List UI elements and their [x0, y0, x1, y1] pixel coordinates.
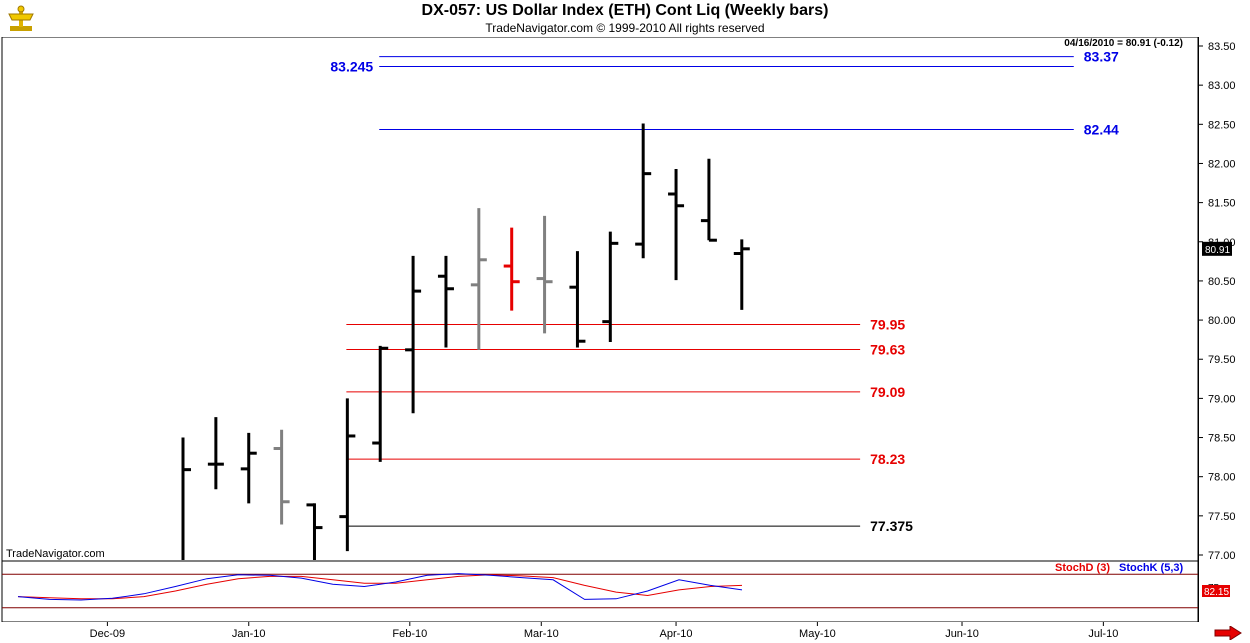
y-tick-label: 79.50 — [1208, 354, 1236, 366]
stochd-line — [17, 574, 743, 600]
chart-title: DX-057: US Dollar Index (ETH) Cont Liq (… — [421, 2, 829, 19]
y-tick-label: 78.50 — [1208, 433, 1236, 445]
level-label: 83.37 — [1084, 49, 1119, 65]
date-axis: Dec-09 Jan-10 Feb-10 Mar-10 Apr-10 May-10 Jun-… — [90, 622, 1118, 640]
y-tick-label: 80.50 — [1208, 276, 1236, 288]
ohlc-bar — [635, 123, 652, 259]
scroll-right-arrow-icon[interactable] — [1214, 626, 1242, 640]
last-value-label: 80.91 — [1205, 245, 1230, 256]
stochk-legend: StochK (5,3) — [1119, 562, 1184, 574]
plot-area — [1, 37, 1199, 561]
level-label: 78.23 — [870, 451, 905, 467]
price-chart-pane[interactable]: 83.5083.0082.5082.0081.5081.0080.5080.00… — [0, 37, 1250, 561]
ohlc-bar — [569, 251, 586, 348]
x-tick-label: Jul-10 — [1088, 628, 1118, 640]
y-tick-label: 77.50 — [1208, 511, 1236, 523]
ohlc-bar — [273, 429, 290, 525]
y-tick-label: 80.00 — [1208, 315, 1236, 327]
x-tick-label: May-10 — [799, 628, 836, 640]
level-label: 79.09 — [870, 384, 905, 400]
ohlc-bar — [306, 503, 323, 560]
stoch-value-label: 82.15 — [1204, 587, 1229, 598]
x-tick-label: Apr-10 — [660, 628, 693, 640]
x-tick-label: Dec-09 — [90, 628, 125, 640]
trade-navigator-logo-icon[interactable] — [6, 4, 36, 34]
level-label: 77.375 — [870, 518, 913, 534]
watermark-text: TradeNavigator.com — [6, 548, 105, 560]
ohlc-bar — [700, 158, 717, 242]
ohlc-bar — [437, 255, 454, 348]
level-label: 79.63 — [870, 342, 905, 358]
ohlc-bar — [405, 255, 422, 414]
stochd-legend: StochD (3) — [1055, 562, 1110, 574]
ohlc-bar — [470, 208, 487, 350]
ohlc-bar — [181, 437, 191, 560]
y-tick-label: 77.00 — [1208, 550, 1236, 561]
ohlc-bar — [536, 215, 553, 334]
x-tick-label: Jun-10 — [945, 628, 979, 640]
ohlc-bar — [372, 345, 389, 462]
y-tick-label: 83.50 — [1208, 41, 1236, 53]
x-tick-label: Mar-10 — [524, 628, 559, 640]
ohlc-bar — [733, 239, 750, 310]
x-tick-label: Jan-10 — [232, 628, 266, 640]
last-price-readout: 04/16/2010 = 80.91 (-0.12) — [1064, 38, 1183, 49]
chart-header: DX-057: US Dollar Index (ETH) Cont Liq (… — [0, 0, 1250, 37]
level-label: 82.44 — [1084, 122, 1119, 138]
ohlc-bar — [207, 417, 224, 490]
stoch-value-box — [1202, 585, 1230, 597]
y-tick-label: 82.50 — [1208, 119, 1236, 131]
level-label: 83.245 — [330, 58, 373, 74]
ohlc-bar — [240, 432, 257, 504]
ohlc-bar — [503, 227, 520, 311]
y-tick-label: 83.00 — [1208, 80, 1236, 92]
stoch-plot-area — [1, 561, 1199, 622]
ohlc-bar — [339, 398, 356, 552]
stochk-line — [17, 573, 743, 601]
level-label: 79.95 — [870, 316, 905, 332]
y-tick-label: 82.00 — [1208, 158, 1236, 170]
ohlc-bar — [602, 231, 619, 343]
ohlc-bar — [668, 168, 685, 281]
last-value-box — [1202, 241, 1232, 256]
chart-subtitle: TradeNavigator.com © 1999-2010 All right… — [485, 21, 765, 35]
y-tick-label: 81.50 — [1208, 198, 1236, 210]
stochastic-pane[interactable]: StochD (3)StochK (5,3)7582.15 — [0, 561, 1250, 622]
y-tick-label: 79.00 — [1208, 393, 1236, 405]
x-tick-label: Feb-10 — [392, 628, 427, 640]
y-tick-label: 78.00 — [1208, 472, 1236, 484]
